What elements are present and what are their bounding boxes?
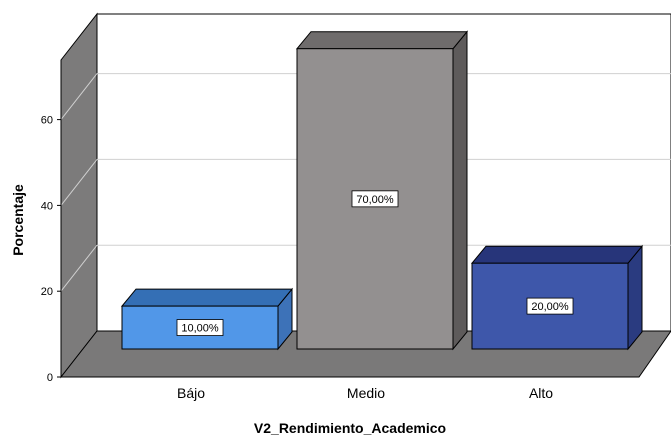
data-label: 20,00% (531, 301, 569, 313)
y-axis-title: Porcentaje (10, 184, 26, 256)
x-tick-label: Alto (529, 385, 553, 401)
data-label-box (176, 319, 224, 336)
data-label-box (526, 297, 574, 315)
bars: 10,00% 70,00% 20,00% (120, 30, 644, 351)
data-label: 70,00% (356, 194, 394, 206)
x-axis-title: V2_Rendimiento_Academico (254, 420, 446, 436)
y-ticks: 0 20 40 60 (41, 115, 61, 384)
bar-top (470, 245, 644, 264)
bar-side (627, 244, 643, 351)
bar-alto: 20,00% (470, 244, 644, 351)
x-categories: Bájo Medio Alto (177, 385, 553, 401)
y-tick-label: 20 (41, 286, 53, 298)
gridline-side (60, 73, 98, 120)
bar-top (120, 288, 294, 307)
y-tick-label: 60 (41, 115, 53, 127)
bar-side (452, 30, 468, 351)
data-label-box (351, 190, 399, 208)
chart-side-wall (60, 12, 98, 379)
bar-bájo: 10,00% (120, 287, 294, 351)
bar-top (295, 31, 469, 50)
x-tick-label: Medio (347, 385, 385, 401)
y-tick-label: 0 (47, 372, 53, 384)
gridline-side (60, 159, 98, 206)
bar-medio: 70,00% (295, 30, 469, 351)
data-label: 10,00% (181, 323, 219, 335)
gridline-side (60, 244, 98, 292)
y-tick-label: 40 (41, 200, 53, 212)
x-tick-label: Bájo (177, 385, 205, 401)
